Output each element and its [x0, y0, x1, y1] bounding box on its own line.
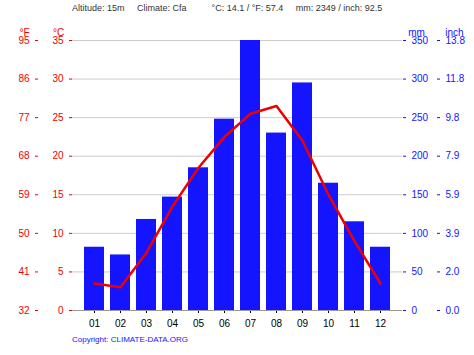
svg-text:0: 0 [58, 305, 64, 316]
svg-text:11.8: 11.8 [446, 73, 465, 84]
svg-text:15: 15 [52, 189, 64, 200]
svg-text:09: 09 [297, 318, 309, 329]
svg-text:06: 06 [219, 318, 231, 329]
svg-text:77: 77 [18, 112, 30, 123]
svg-text:86: 86 [18, 73, 30, 84]
svg-text:20: 20 [52, 150, 64, 161]
svg-text:10: 10 [323, 318, 335, 329]
svg-text:08: 08 [271, 318, 283, 329]
svg-text:7.9: 7.9 [446, 150, 460, 161]
svg-text:13.8: 13.8 [445, 34, 465, 46]
svg-text:30: 30 [52, 73, 64, 84]
svg-text:50: 50 [412, 266, 424, 277]
svg-text:12: 12 [375, 318, 387, 329]
svg-text:300: 300 [412, 73, 429, 84]
svg-text:mm: mm [408, 27, 425, 38]
svg-text:01: 01 [89, 318, 101, 329]
svg-text:02: 02 [115, 318, 127, 329]
svg-text:250: 250 [412, 112, 429, 123]
svg-text:9.8: 9.8 [446, 112, 460, 123]
svg-text:35: 35 [52, 34, 64, 46]
svg-text:inch: inch [445, 27, 463, 38]
svg-text:5: 5 [58, 266, 64, 277]
svg-text:°F: °F [19, 27, 29, 38]
svg-text:03: 03 [141, 318, 153, 329]
svg-text:07: 07 [245, 318, 257, 329]
svg-text:50: 50 [18, 228, 30, 239]
svg-text:05: 05 [193, 318, 205, 329]
svg-text:5.9: 5.9 [446, 189, 460, 200]
svg-text:04: 04 [167, 318, 179, 329]
svg-text:3.9: 3.9 [446, 228, 460, 239]
svg-text:2.0: 2.0 [446, 266, 460, 277]
svg-text:10: 10 [52, 228, 64, 239]
svg-text:25: 25 [52, 112, 64, 123]
svg-text:100: 100 [412, 228, 429, 239]
html-text:Copyright: CLIMATE-DATA.ORG: Copyright: CLIMATE-DATA.ORG [72, 335, 188, 344]
svg-text:59: 59 [18, 189, 30, 200]
svg-text:200: 200 [412, 150, 429, 161]
svg-text:350: 350 [411, 34, 429, 46]
svg-text:41: 41 [18, 266, 30, 277]
svg-text:68: 68 [18, 150, 30, 161]
svg-text:95: 95 [18, 34, 30, 46]
svg-text:32: 32 [18, 305, 30, 316]
svg-text:150: 150 [412, 189, 429, 200]
svg-text:0.0: 0.0 [446, 305, 460, 316]
html-text:Altitude: 15m Climate: Cfa °C:: Altitude: 15m Climate: Cfa °C: 14.1 / °F… [72, 3, 383, 13]
svg-text:11: 11 [349, 318, 360, 329]
svg-text:°C: °C [53, 27, 64, 38]
svg-text:0: 0 [412, 305, 418, 316]
